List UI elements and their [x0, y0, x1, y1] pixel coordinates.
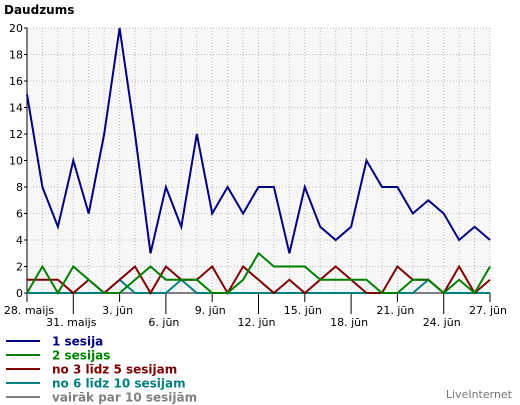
legend-item: 1 sesija: [6, 334, 197, 349]
y-tick-label: 4: [16, 234, 23, 247]
y-tick-label: 18: [9, 49, 23, 62]
legend-swatch: [6, 353, 40, 356]
x-tick-label: 18. jūn: [330, 316, 368, 329]
liveinternet-credit: LiveInternet: [445, 388, 512, 401]
x-tick-label: 24. jūn: [423, 316, 461, 329]
legend-swatch: [6, 339, 40, 342]
x-tick-label: 27. jūn: [469, 304, 507, 317]
x-tick-label: 28. maijs: [4, 304, 55, 317]
x-tick-label: 9. jūn: [195, 304, 226, 317]
x-tick-label: 6. jūn: [148, 316, 179, 329]
y-tick-label: 20: [9, 22, 23, 35]
y-tick-label: 12: [9, 128, 23, 141]
x-tick-label: 12. jūn: [238, 316, 276, 329]
legend-label: 1 sesija: [52, 334, 104, 349]
x-tick-label: 15. jūn: [284, 304, 322, 317]
legend-item: 2 sesijas: [6, 348, 197, 363]
y-tick-label: 6: [16, 208, 23, 221]
y-tick-label: 2: [16, 261, 23, 274]
legend-label: vairāk par 10 sesijām: [52, 390, 198, 405]
legend-label: no 6 līdz 10 sesijam: [52, 376, 186, 391]
legend-swatch: [6, 395, 40, 398]
legend-item: no 6 līdz 10 sesijam: [6, 376, 197, 391]
x-tick-label: 3. jūn: [102, 304, 133, 317]
x-tick-label: 21. jūn: [376, 304, 414, 317]
y-tick-label: 16: [9, 75, 23, 88]
chart-title: Daudzums: [4, 3, 74, 17]
legend-item: vairāk par 10 sesijām: [6, 390, 198, 405]
series-line-2-sesijas: [26, 251, 491, 295]
y-tick-label: 10: [9, 155, 23, 168]
x-tick-label: 31. maijs: [46, 316, 97, 329]
y-tick-label: 8: [16, 181, 23, 194]
legend-label: no 3 līdz 5 sesijam: [52, 362, 178, 377]
y-tick-label: 0: [16, 287, 23, 300]
legend-swatch: [6, 381, 40, 384]
legend-swatch: [6, 367, 40, 370]
legend: 1 sesija 2 sesijas no 3 līdz 5 sesijam no 6…: [6, 334, 198, 405]
legend-label: 2 sesijas: [52, 348, 111, 363]
y-tick-label: 14: [9, 102, 23, 115]
legend-item: no 3 līdz 5 sesijam: [6, 362, 197, 377]
series-line-1-sesija: [26, 27, 491, 254]
